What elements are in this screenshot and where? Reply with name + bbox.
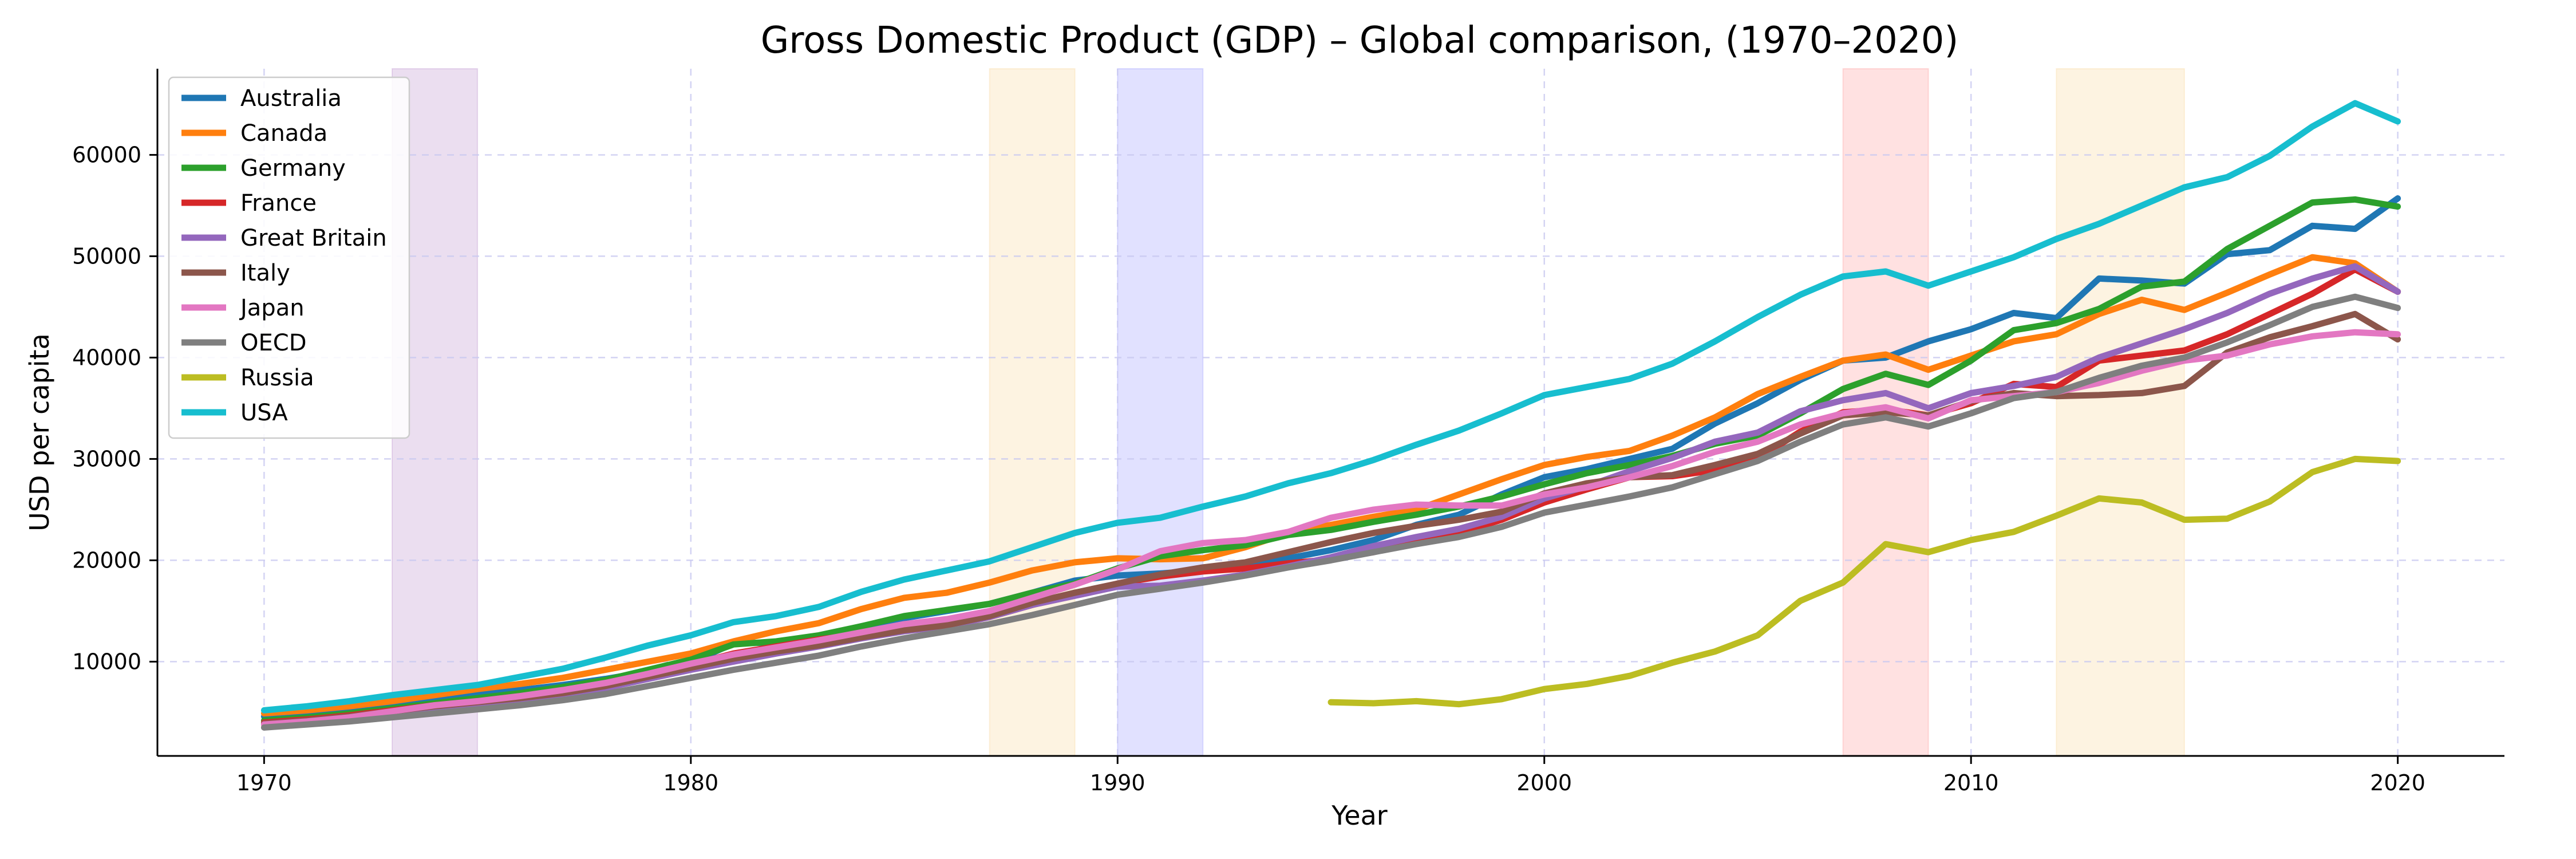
y-tick-label-40000: 40000 bbox=[72, 345, 141, 370]
shaded-period-2012-2015 bbox=[2056, 68, 2185, 756]
series-line-canada bbox=[260, 254, 2401, 717]
legend: Australia Canada Germany France Great Britai… bbox=[168, 76, 410, 439]
series-lines bbox=[260, 100, 2401, 731]
y-tick-label-20000: 20000 bbox=[72, 547, 141, 573]
x-tick-label-1970: 1970 bbox=[236, 770, 292, 795]
legend-label-great-britain: Great Britain bbox=[240, 225, 387, 251]
x-tick-label-1980: 1980 bbox=[663, 770, 718, 795]
x-tick-label-2000: 2000 bbox=[1516, 770, 1572, 795]
series-line-russia bbox=[1327, 455, 2401, 708]
legend-label-germany: Germany bbox=[240, 155, 346, 182]
x-tick-label-2010: 2010 bbox=[1943, 770, 1999, 795]
legend-box bbox=[168, 76, 410, 439]
legend-label-oecd: OECD bbox=[240, 330, 307, 356]
x-tick-label-2020: 2020 bbox=[2370, 770, 2425, 795]
series-line-usa bbox=[260, 100, 2401, 714]
x-tick-label-1990: 1990 bbox=[1090, 770, 1145, 795]
shaded-period-1990-1992 bbox=[1117, 68, 1204, 756]
x-axis-label: Year bbox=[1331, 800, 1387, 831]
legend-label-canada: Canada bbox=[240, 120, 327, 147]
series-line-germany bbox=[260, 196, 2401, 724]
y-tick-label-60000: 60000 bbox=[72, 142, 141, 167]
chart-title: Gross Domestic Product (GDP) – Global co… bbox=[761, 19, 1959, 62]
legend-label-australia: Australia bbox=[240, 85, 342, 112]
legend-label-japan: Japan bbox=[239, 295, 305, 321]
y-tick-label-50000: 50000 bbox=[72, 243, 141, 269]
series-line-oecd bbox=[260, 293, 2401, 731]
legend-label-italy: Italy bbox=[240, 260, 290, 286]
y-tick-label-10000: 10000 bbox=[72, 649, 141, 674]
y-tick-label-30000: 30000 bbox=[72, 446, 141, 471]
axes bbox=[156, 69, 2504, 757]
tick-labels: 1970 1980 1990 2000 2010 2020 10000 20000 30000 4… bbox=[72, 142, 2425, 795]
legend-label-usa: USA bbox=[240, 400, 288, 426]
y-axis-label: USD per capita bbox=[24, 333, 55, 531]
legend-label-russia: Russia bbox=[240, 365, 314, 391]
shaded-period-1987-1989 bbox=[989, 68, 1076, 756]
legend-label-france: France bbox=[240, 190, 317, 216]
